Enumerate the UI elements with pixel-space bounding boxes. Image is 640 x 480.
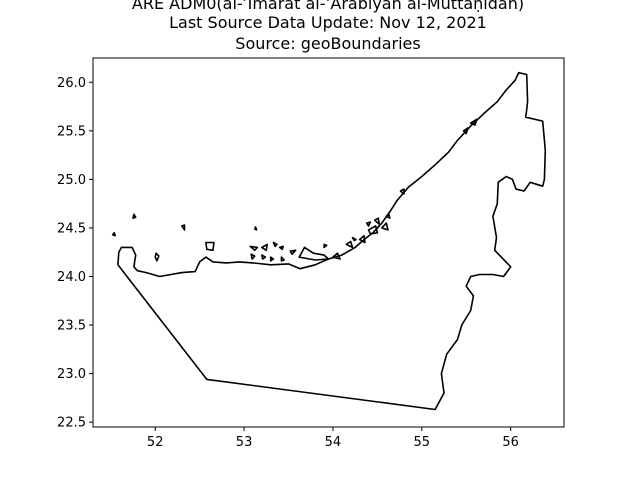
island-boundary-5 — [205, 241, 215, 252]
island-boundary-13 — [298, 246, 330, 261]
island-boundary-8 — [272, 241, 278, 248]
y-tick-label: 23.5 — [57, 319, 86, 334]
island-boundary-27 — [399, 188, 405, 195]
island-boundary-6 — [249, 245, 259, 252]
y-tick-label: 25.5 — [57, 124, 86, 139]
title-line-1: ARE ADM0(al-ʾImārāt al-ʿArabīyah al-Mutt… — [132, 0, 524, 13]
chart-title: ARE ADM0(al-ʾImārāt al-ʿArabīyah al-Mutt… — [132, 0, 524, 53]
island-boundary-24 — [380, 222, 389, 231]
y-tick-label: 24.0 — [57, 270, 86, 285]
title-line-2: Last Source Data Update: Nov 12, 2021 — [169, 13, 487, 32]
island-boundary-28 — [462, 127, 469, 135]
island-boundary-12 — [289, 249, 297, 255]
x-tick-label: 53 — [236, 435, 253, 450]
island-boundary-16 — [260, 254, 267, 260]
x-tick-label: 56 — [502, 435, 519, 450]
island-boundary-21 — [358, 234, 366, 244]
island-boundary-29 — [469, 118, 478, 126]
y-tick-label: 23.0 — [57, 367, 86, 382]
island-boundary-1 — [111, 232, 116, 237]
island-boundary-9 — [253, 226, 258, 231]
island-boundary-15 — [250, 253, 256, 260]
axes-frame — [92, 57, 565, 428]
island-boundary-23 — [373, 217, 381, 225]
mainland-boundary — [117, 71, 547, 411]
island-boundary-19 — [345, 240, 354, 249]
island-boundary-26 — [385, 213, 391, 219]
island-boundary-7 — [260, 243, 269, 252]
island-boundary-17 — [269, 256, 275, 262]
island-boundary-18 — [332, 252, 341, 260]
axes: 52 53 54 55 56 22.5 23.0 23.5 24.0 24.5 25.0 25.5 26… — [57, 76, 519, 450]
island-boundary-25 — [365, 221, 372, 227]
island-boundary-14 — [323, 243, 328, 249]
island-boundary-11 — [280, 256, 285, 262]
plot-area — [111, 71, 547, 411]
island-boundary-4 — [154, 252, 160, 262]
x-tick-label: 54 — [325, 435, 342, 450]
island-boundary-20 — [351, 236, 357, 242]
y-tick-label: 25.0 — [57, 173, 86, 188]
island-boundary-22 — [367, 225, 379, 235]
y-tick-label: 26.0 — [57, 76, 86, 91]
x-tick-label: 52 — [147, 435, 164, 450]
title-line-3: Source: geoBoundaries — [235, 34, 420, 53]
y-tick-label: 24.5 — [57, 221, 86, 236]
island-boundary-10 — [278, 245, 285, 251]
island-boundary-2 — [132, 213, 137, 219]
x-tick-label: 55 — [414, 435, 431, 450]
island-boundary-3 — [181, 224, 186, 231]
y-tick-label: 22.5 — [57, 416, 86, 431]
